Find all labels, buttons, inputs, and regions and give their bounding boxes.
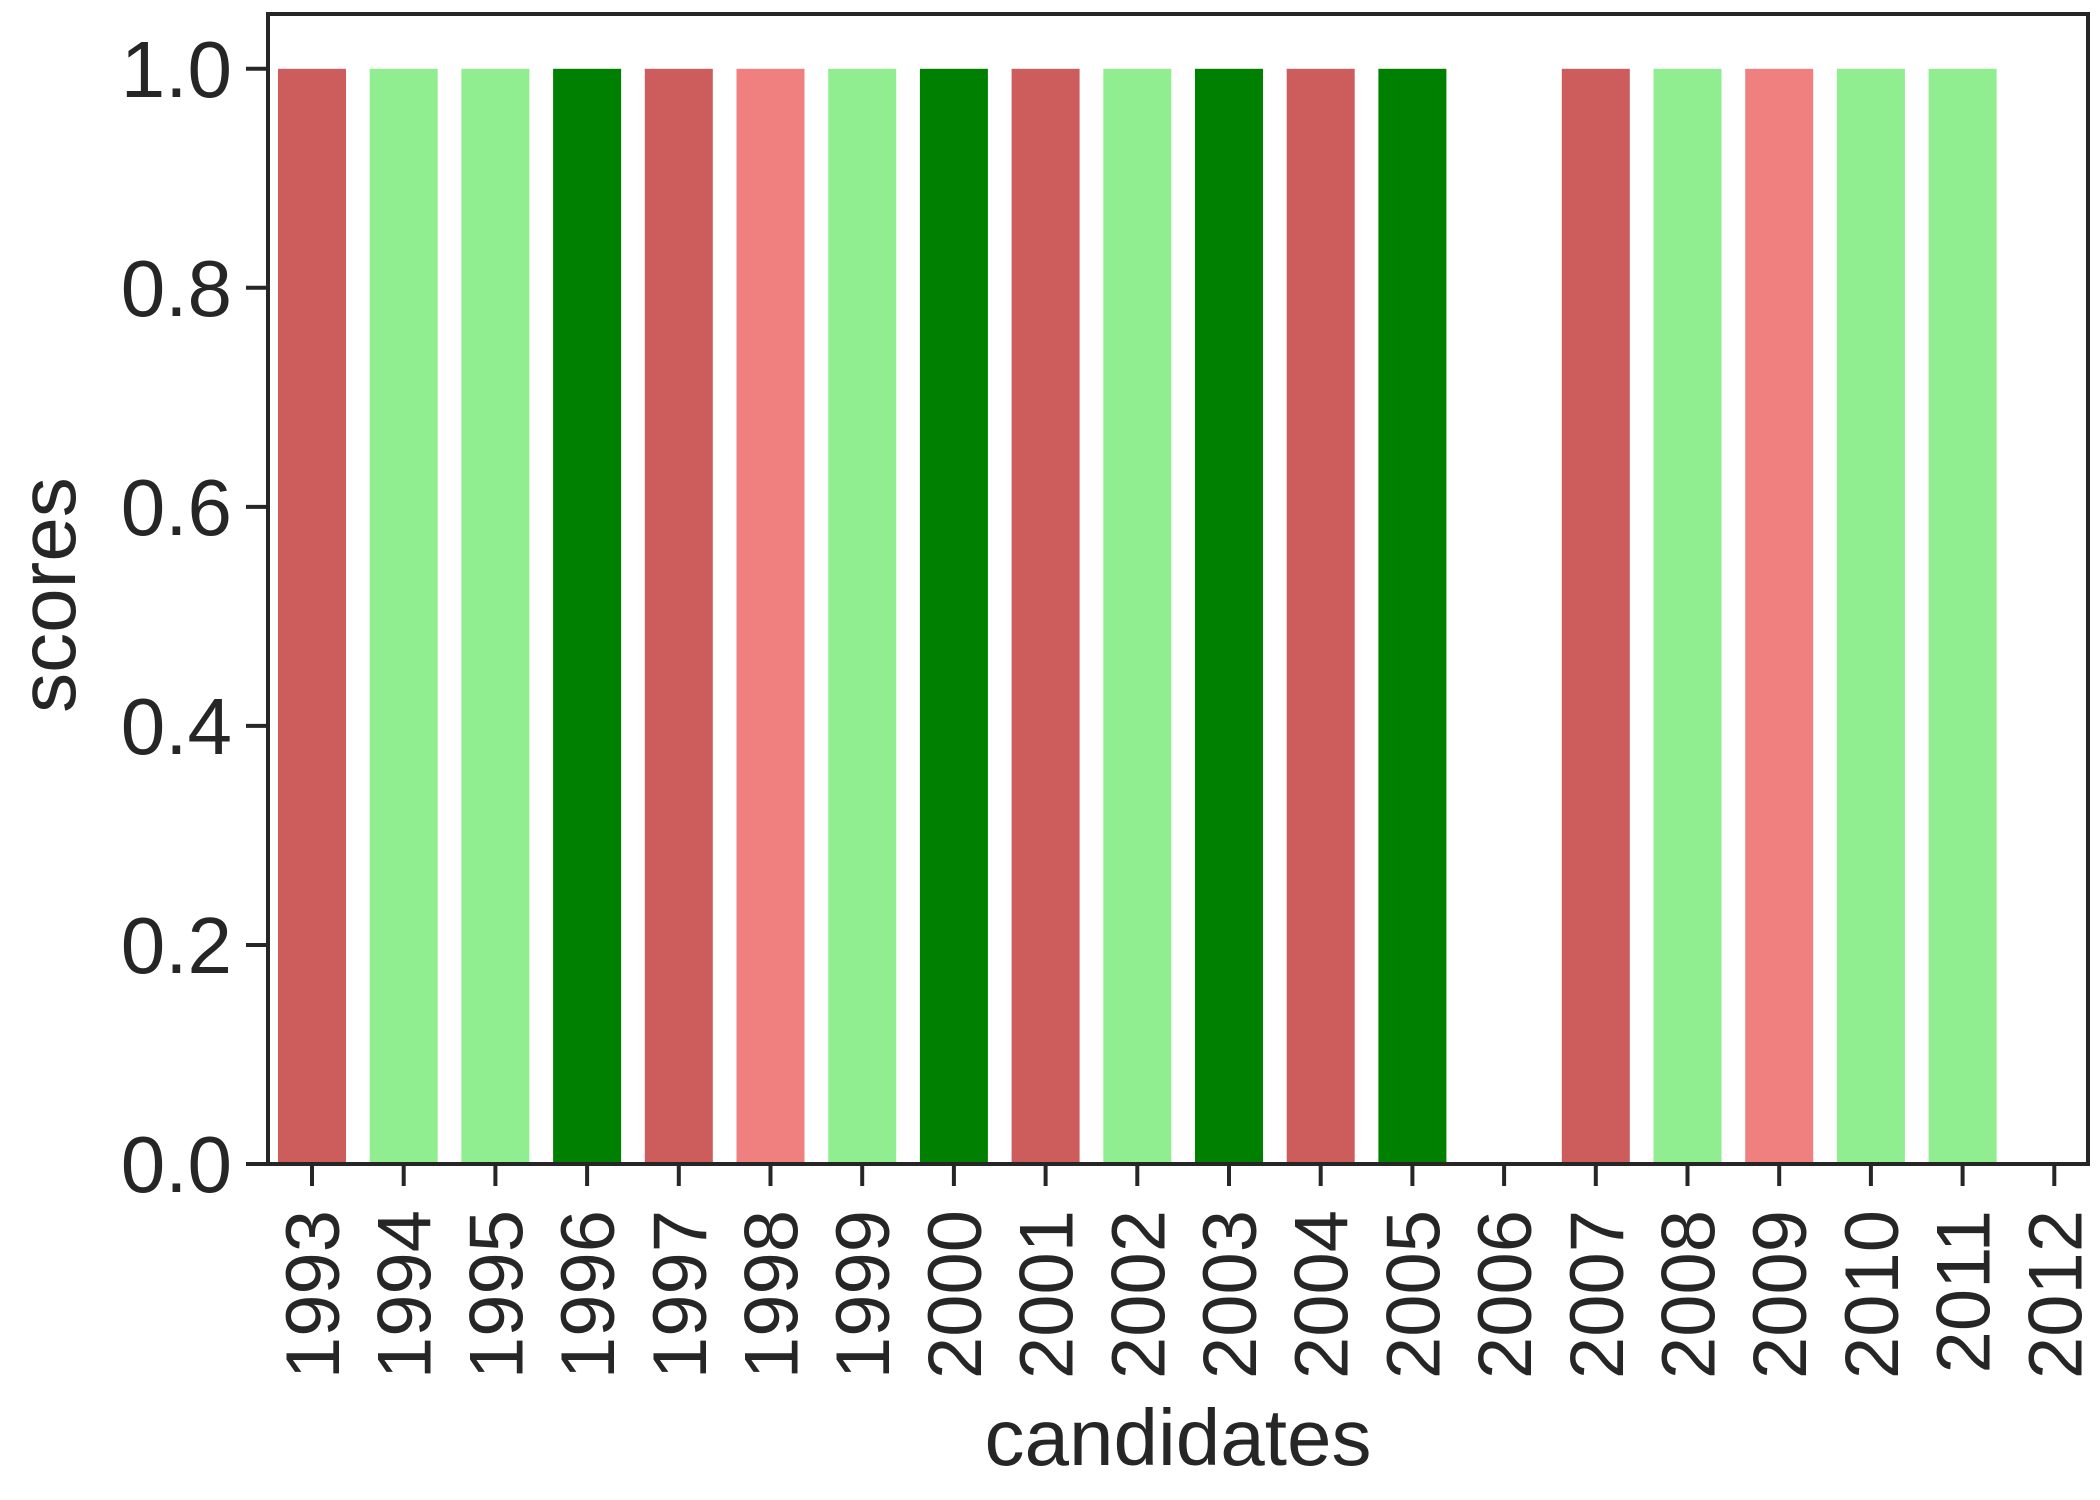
bar-2009 xyxy=(1745,68,1814,1164)
bar-1993 xyxy=(278,68,346,1164)
x-axis-ticks: 1993 1994 1995 1996 1997 1998 1999 2000 2001 2002… xyxy=(271,1164,2098,1379)
x-tick-label-1994: 1994 xyxy=(363,1210,448,1379)
bar-1994 xyxy=(369,68,438,1164)
x-tick-label-2008: 2008 xyxy=(1647,1210,1732,1379)
x-tick-label-1998: 1998 xyxy=(730,1210,815,1379)
x-tick-label-2010: 2010 xyxy=(1830,1210,1915,1379)
y-tick-label: 0.2 xyxy=(121,901,232,990)
x-tick-label-2011: 2011 xyxy=(1922,1210,2007,1373)
bar-2002 xyxy=(1103,68,1172,1164)
bar-1995 xyxy=(461,68,530,1164)
bar-2011 xyxy=(1928,68,1997,1164)
x-tick-label-2002: 2002 xyxy=(1096,1210,1181,1379)
bar-2005 xyxy=(1378,68,1447,1164)
y-tick-label: 0.8 xyxy=(121,244,232,333)
bar-1999 xyxy=(828,68,897,1164)
bar-2007 xyxy=(1561,68,1630,1164)
x-tick-label-1995: 1995 xyxy=(454,1210,539,1379)
x-tick-label-2001: 2001 xyxy=(1005,1210,1090,1379)
bar-1998 xyxy=(736,68,805,1164)
bar-2008 xyxy=(1653,68,1722,1164)
x-axis-label: candidates xyxy=(985,1393,1372,1482)
y-tick-label: 0.4 xyxy=(121,682,232,771)
x-tick-label-2005: 2005 xyxy=(1371,1210,1456,1379)
plot-frame xyxy=(266,12,2090,1166)
y-tick-label: 0.6 xyxy=(121,463,232,552)
y-axis-label: scores xyxy=(3,477,92,713)
x-tick-label-1996: 1996 xyxy=(546,1210,631,1379)
bars-group xyxy=(278,68,1997,1164)
bar-1997 xyxy=(644,68,713,1164)
x-tick-label-2009: 2009 xyxy=(1738,1210,1823,1379)
y-axis-ticks: 0.0 0.2 0.4 0.6 0.8 1.0 xyxy=(121,25,268,1209)
bar-2010 xyxy=(1836,68,1905,1164)
x-tick-label-1999: 1999 xyxy=(821,1210,906,1379)
x-tick-label-1997: 1997 xyxy=(638,1210,723,1379)
bar-2004 xyxy=(1286,68,1355,1164)
bar-2003 xyxy=(1195,68,1263,1164)
y-tick-label: 0.0 xyxy=(121,1120,232,1209)
x-tick-label-2000: 2000 xyxy=(913,1210,998,1379)
bar-2000 xyxy=(919,68,988,1164)
x-tick-label-2004: 2004 xyxy=(1280,1210,1365,1379)
bar-2001 xyxy=(1011,68,1080,1164)
x-tick-label-2006: 2006 xyxy=(1463,1210,1548,1379)
y-tick-label: 1.0 xyxy=(121,25,232,114)
x-tick-label-1993: 1993 xyxy=(271,1210,356,1379)
x-tick-label-2007: 2007 xyxy=(1555,1210,1640,1379)
bar-1996 xyxy=(553,68,622,1164)
x-tick-label-2012: 2012 xyxy=(2013,1210,2098,1379)
x-tick-label-2003: 2003 xyxy=(1188,1210,1273,1379)
